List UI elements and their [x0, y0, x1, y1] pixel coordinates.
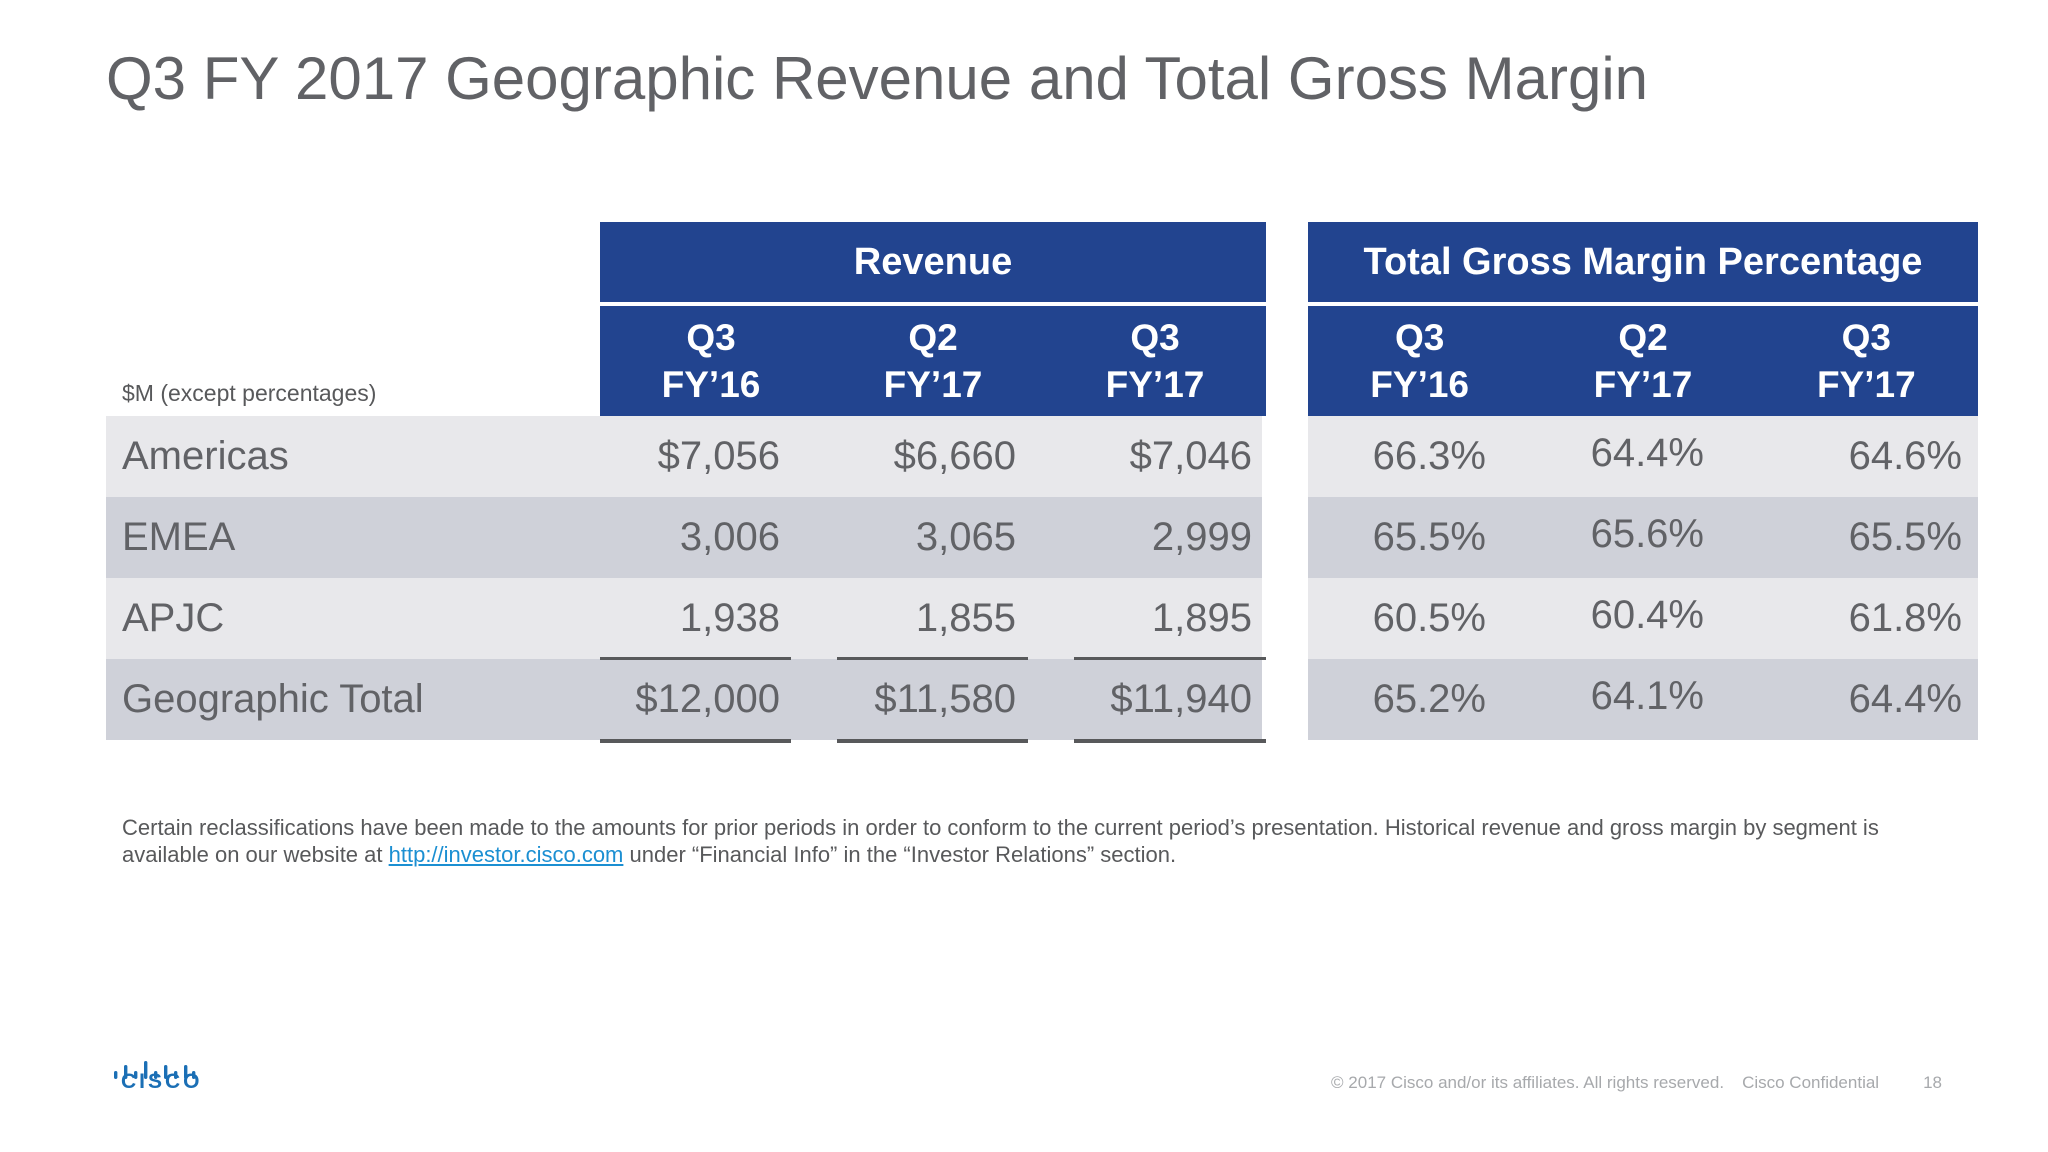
- revenue-header: Revenue: [600, 222, 1266, 302]
- margin-col-q3-fy17: Q3 FY’17: [1755, 306, 1978, 416]
- margin-col-q2-fy17: Q2 FY’17: [1531, 306, 1754, 416]
- footnote-text-end: under “Financial Info” in the “Investor …: [623, 842, 1177, 867]
- margin-value: 64.4%: [1590, 431, 1704, 475]
- revenue-value: 1,855: [915, 596, 1016, 640]
- col-year: FY’16: [1370, 364, 1470, 405]
- row-background: [106, 416, 1262, 497]
- revenue-value: $12,000: [635, 677, 780, 721]
- revenue-value: 1,895: [1151, 596, 1252, 640]
- row-background: [1308, 659, 1978, 740]
- footer: © 2017 Cisco and/or its affiliates. All …: [1331, 1073, 1942, 1093]
- margin-value: 64.4%: [1848, 677, 1962, 721]
- total-rule: [600, 739, 791, 743]
- revenue-value: 3,065: [915, 515, 1016, 559]
- row-label: Geographic Total: [122, 677, 424, 721]
- margin-value: 65.6%: [1590, 512, 1704, 556]
- footnote: Certain reclassifications have been made…: [122, 814, 1952, 868]
- revenue-col-q3-fy17: Q3 FY’17: [1044, 306, 1266, 416]
- page-number: 18: [1923, 1073, 1942, 1092]
- row-label: EMEA: [122, 515, 236, 559]
- margin-value: 64.6%: [1848, 434, 1962, 478]
- col-quarter: Q2: [1618, 317, 1668, 358]
- revenue-value: 2,999: [1151, 515, 1252, 559]
- row-label: APJC: [122, 596, 225, 640]
- row-background: [1308, 578, 1978, 659]
- col-quarter: Q3: [686, 317, 736, 358]
- margin-value: 60.4%: [1590, 593, 1704, 637]
- revenue-col-q3-fy16: Q3 FY’16: [600, 306, 822, 416]
- margin-value: 60.5%: [1372, 596, 1486, 640]
- revenue-value: $7,046: [1129, 434, 1252, 478]
- revenue-column-headers: Q3 FY’16 Q2 FY’17 Q3 FY’17: [600, 306, 1266, 416]
- copyright-text: © 2017 Cisco and/or its affiliates. All …: [1331, 1073, 1725, 1092]
- row-label: Americas: [122, 434, 289, 478]
- margin-value: 65.5%: [1848, 515, 1962, 559]
- page-title: Q3 FY 2017 Geographic Revenue and Total …: [106, 45, 1649, 112]
- row-background: [106, 497, 1262, 578]
- total-rule: [1074, 739, 1266, 743]
- footnote-text: Certain reclassifications have been made…: [122, 815, 1879, 867]
- subtotal-rule: [1074, 657, 1266, 660]
- col-year: FY’17: [883, 364, 983, 405]
- cisco-bridge-logo-icon: [114, 1061, 196, 1079]
- margin-value: 65.5%: [1372, 515, 1486, 559]
- revenue-value: $11,940: [1110, 677, 1252, 721]
- total-rule: [837, 739, 1028, 743]
- revenue-value: $7,056: [657, 434, 780, 478]
- col-quarter: Q2: [908, 317, 958, 358]
- margin-value: 61.8%: [1848, 596, 1962, 640]
- row-background: [1308, 416, 1978, 497]
- row-background: [106, 578, 1262, 659]
- revenue-value: 3,006: [679, 515, 780, 559]
- row-background: [1308, 497, 1978, 578]
- col-quarter: Q3: [1394, 317, 1445, 358]
- margin-value: 66.3%: [1372, 434, 1486, 478]
- col-year: FY’16: [661, 364, 761, 405]
- revenue-col-q2-fy17: Q2 FY’17: [822, 306, 1044, 416]
- margin-col-q3-fy16: Q3 FY’16: [1308, 306, 1531, 416]
- investor-link[interactable]: http://investor.cisco.com: [388, 842, 624, 867]
- confidential-label: Cisco Confidential: [1742, 1073, 1880, 1092]
- margin-column-headers: Q3 FY’16 Q2 FY’17 Q3 FY’17: [1308, 306, 1978, 416]
- cisco-wordmark: CISCO: [121, 1070, 203, 1093]
- margin-header: Total Gross Margin Percentage: [1308, 222, 1978, 302]
- revenue-value: $6,660: [893, 434, 1016, 478]
- subtotal-rule: [600, 657, 791, 660]
- row-background: [106, 659, 1262, 740]
- subtotal-rule: [837, 657, 1028, 660]
- revenue-value: 1,938: [679, 596, 780, 640]
- col-quarter: Q3: [1130, 317, 1180, 358]
- col-year: FY’17: [1816, 364, 1916, 405]
- col-year: FY’17: [1105, 364, 1205, 405]
- col-year: FY’17: [1593, 364, 1693, 405]
- revenue-value: $11,580: [874, 677, 1016, 721]
- units-label: $M (except percentages): [122, 380, 377, 406]
- margin-value: 65.2%: [1372, 677, 1486, 721]
- col-quarter: Q3: [1841, 317, 1891, 358]
- margin-value: 64.1%: [1590, 674, 1704, 718]
